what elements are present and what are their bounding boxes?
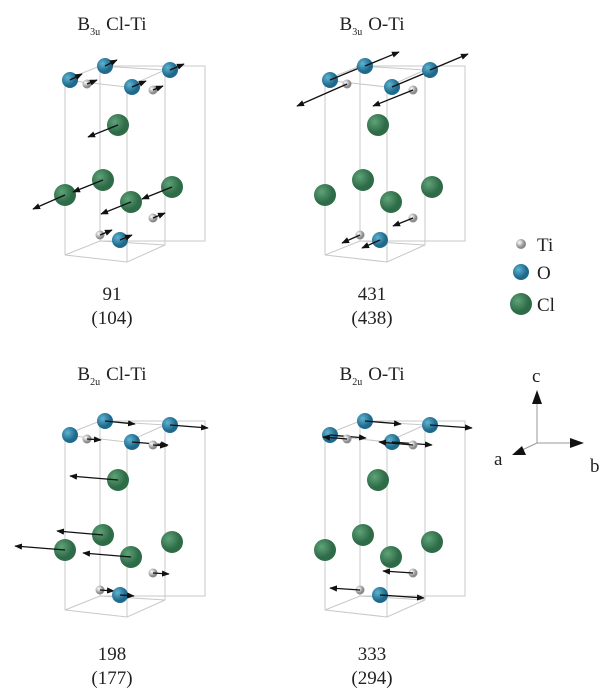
atom-cl xyxy=(352,169,374,191)
axis-label: a xyxy=(494,449,503,470)
atom-o xyxy=(62,427,78,443)
mode-symbol: B xyxy=(340,364,353,385)
mode-symbol: B xyxy=(340,14,353,35)
legend-label: O xyxy=(537,263,551,284)
frequency: 431 xyxy=(358,284,387,305)
displacement-arrow xyxy=(393,218,413,226)
displacement-arrow xyxy=(430,54,468,70)
atom-cl xyxy=(352,524,374,546)
panel-title: B2u Cl-Ti xyxy=(77,364,146,388)
frequency: 198 xyxy=(98,644,127,665)
panel-title: B3u Cl-Ti xyxy=(77,14,146,38)
mode-subscript: 2u xyxy=(90,377,100,388)
atom-cl xyxy=(380,191,402,213)
atom-cl xyxy=(380,546,402,568)
atom-cl xyxy=(421,176,443,198)
axis-label: b xyxy=(590,456,600,477)
axis-label: c xyxy=(532,366,540,387)
displacement-arrow xyxy=(365,52,399,66)
atom-cl xyxy=(314,184,336,206)
figure: Ti O Cl c b a B3uCl-Ti91(104)B3uO-Ti431(… xyxy=(0,0,616,690)
cell-edge xyxy=(65,66,165,87)
atom-cl xyxy=(367,114,389,136)
frequency: 91 xyxy=(103,284,122,305)
reference-frequency: (294) xyxy=(351,668,392,689)
atom-cl xyxy=(161,531,183,553)
atom-cl xyxy=(367,469,389,491)
unit-cell xyxy=(15,413,208,617)
displacement-arrow xyxy=(297,84,347,106)
axes-triad: c b a xyxy=(494,366,600,477)
bond: Cl-Ti xyxy=(106,364,147,385)
atom-cl xyxy=(314,539,336,561)
mode-subscript: 2u xyxy=(352,377,362,388)
legend-o xyxy=(513,264,529,280)
mode-symbol: B xyxy=(77,364,90,385)
cells xyxy=(15,52,472,617)
reference-frequency: (104) xyxy=(91,308,132,329)
unit-cell xyxy=(33,58,205,262)
unit-cell xyxy=(314,413,472,617)
bond: O-Ti xyxy=(368,364,404,385)
panel-title: B2u O-Ti xyxy=(340,364,405,388)
legend-label: Cl xyxy=(537,295,555,316)
bond: O-Ti xyxy=(368,14,404,35)
legend: Ti O Cl xyxy=(510,235,555,316)
unit-cell xyxy=(297,52,468,262)
legend-label: Ti xyxy=(537,235,553,256)
mode-subscript: 3u xyxy=(90,27,100,38)
reference-frequency: (177) xyxy=(91,668,132,689)
legend-ti xyxy=(516,239,526,249)
frequency: 333 xyxy=(358,644,387,665)
reference-frequency: (438) xyxy=(351,308,392,329)
mode-subscript: 3u xyxy=(352,27,362,38)
legend-cl xyxy=(510,293,532,315)
bond: Cl-Ti xyxy=(106,14,147,35)
cell-edge xyxy=(65,421,165,442)
displacement-arrow xyxy=(330,588,360,590)
atom-cl xyxy=(421,531,443,553)
mode-symbol: B xyxy=(77,14,90,35)
panel-title: B3u O-Ti xyxy=(340,14,405,38)
